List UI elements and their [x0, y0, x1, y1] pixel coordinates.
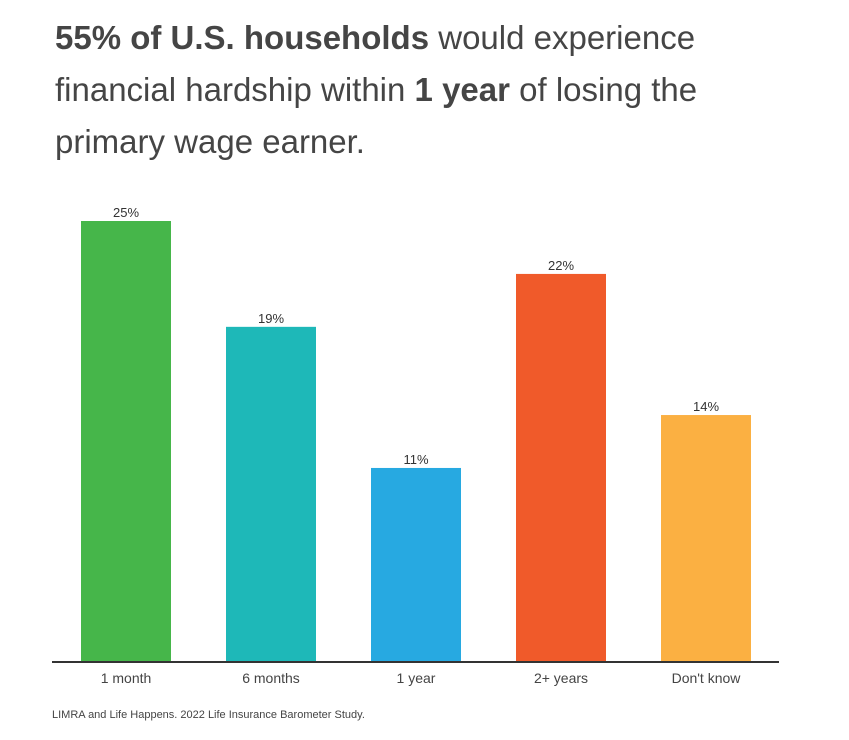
source-note: LIMRA and Life Happens. 2022 Life Insura… [52, 709, 365, 721]
title-segment: of losing the primary wage earner. [55, 71, 698, 160]
data-label: 19% [258, 311, 284, 326]
bar-6-months [226, 326, 316, 662]
data-label: 14% [693, 399, 719, 414]
data-label: 25% [113, 205, 139, 220]
category-label: 6 months [242, 670, 300, 686]
title-segment: 1 year [414, 71, 510, 108]
category-label: 2+ years [534, 670, 588, 686]
chart-title: 55% of U.S. households would experience … [55, 12, 815, 168]
bar-chart: 25% 1 month 19% 6 months 11% 1 year 22% 2+ year… [52, 205, 779, 686]
bar-1-year [371, 467, 461, 662]
data-label: 11% [403, 452, 428, 467]
bar-2-years [516, 273, 606, 662]
bar-1-month [81, 221, 171, 662]
title-segment: would experience financial hardship with… [55, 19, 696, 108]
bar-don-t-know [661, 415, 751, 662]
category-label: Don't know [672, 670, 742, 686]
category-label: 1 year [397, 670, 436, 686]
category-label: 1 month [101, 670, 152, 686]
data-label: 22% [548, 258, 574, 273]
title-segment: 55% of U.S. households [55, 19, 430, 56]
